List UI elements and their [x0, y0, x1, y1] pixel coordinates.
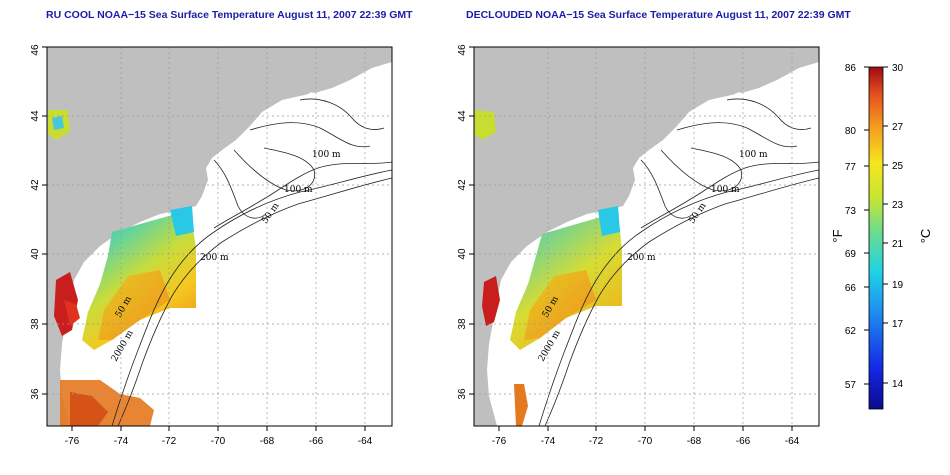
fahrenheit-tick-label: 73	[845, 206, 857, 217]
celsius-unit-label: °C	[918, 229, 933, 244]
fahrenheit-tick-label: 77	[845, 162, 857, 173]
y-tick-label: 42	[30, 179, 41, 191]
right-x-axis: -76 -74 -72 -70 -68 -66 -64	[492, 426, 800, 447]
x-tick-label: -76	[492, 436, 507, 447]
x-tick-label: -64	[358, 436, 373, 447]
x-tick-label: -64	[785, 436, 800, 447]
fahrenheit-unit-label: °F	[830, 229, 845, 242]
contour-label-100m: 100 m	[711, 185, 740, 195]
contour-label-100m: 100 m	[739, 150, 768, 160]
contour-label-100m: 100 m	[284, 185, 313, 195]
x-tick-label: -68	[687, 436, 702, 447]
contour-label-100m: 100 m	[312, 150, 341, 160]
left-x-axis: -76 -74 -72 -70 -68 -66 -64	[65, 426, 373, 447]
colorbar-gradient	[868, 66, 884, 410]
fahrenheit-tick-label: 80	[845, 126, 857, 137]
fahrenheit-tick-label: 69	[845, 249, 857, 260]
contour-label-200m: 200 m	[200, 253, 229, 263]
celsius-tick-label: 23	[892, 200, 904, 211]
celsius-tick-label: 30	[892, 63, 904, 74]
x-tick-label: -68	[260, 436, 275, 447]
right-map-panel: 100 m 100 m 50 m 200 m 50 m 2000 m	[457, 44, 820, 447]
y-tick-label: 44	[30, 110, 41, 122]
right-plot-frame	[473, 46, 820, 427]
contour-label-200m: 200 m	[627, 253, 656, 263]
celsius-tick-label: 25	[892, 161, 904, 172]
fahrenheit-tick-label: 66	[845, 283, 857, 294]
y-tick-label: 36	[30, 388, 41, 400]
y-tick-label: 44	[457, 110, 468, 122]
y-tick-label: 46	[30, 44, 41, 56]
left-sst-data	[48, 110, 196, 426]
celsius-tick-label: 21	[892, 239, 904, 250]
fahrenheit-tick-label: 62	[845, 326, 857, 337]
fahrenheit-tick-label: 86	[845, 63, 857, 74]
x-tick-label: -72	[589, 436, 604, 447]
right-sst-data	[474, 110, 622, 426]
right-y-axis: 36 38 40 42 44 46	[457, 44, 474, 400]
x-tick-label: -70	[211, 436, 226, 447]
y-tick-label: 40	[30, 248, 41, 260]
right-grid-lines	[474, 47, 819, 426]
y-tick-label: 38	[30, 318, 41, 330]
x-tick-label: -74	[541, 436, 556, 447]
y-tick-label: 36	[457, 388, 468, 400]
y-tick-label: 42	[457, 179, 468, 191]
left-map-panel: 100 m 100 m 50 m 200 m 50 m 2000 m	[30, 44, 393, 447]
celsius-tick-label: 19	[892, 280, 904, 291]
temperature-colorbar: 86 80 77 73 69 66 62 57 30 27 25 23 21 1…	[830, 63, 933, 410]
right-panel-title: DECLOUDED NOAA−15 Sea Surface Temperatur…	[466, 9, 851, 21]
right-bathymetry-contours	[538, 98, 819, 426]
left-grid-lines	[47, 47, 392, 426]
celsius-tick-label: 14	[892, 379, 904, 390]
fahrenheit-tick-label: 57	[845, 380, 857, 391]
left-panel-title: RU COOL NOAA−15 Sea Surface Temperature …	[46, 9, 413, 21]
celsius-tick-label: 27	[892, 122, 904, 133]
left-bathymetry-contours	[111, 98, 392, 426]
y-tick-label: 40	[457, 248, 468, 260]
x-tick-label: -74	[114, 436, 129, 447]
x-tick-label: -66	[309, 436, 324, 447]
x-tick-label: -66	[736, 436, 751, 447]
celsius-tick-label: 17	[892, 319, 904, 330]
y-tick-label: 46	[457, 44, 468, 56]
left-y-axis: 36 38 40 42 44 46	[30, 44, 47, 400]
x-tick-label: -70	[638, 436, 653, 447]
x-tick-label: -72	[162, 436, 177, 447]
left-plot-frame	[46, 46, 393, 427]
y-tick-label: 38	[457, 318, 468, 330]
x-tick-label: -76	[65, 436, 80, 447]
